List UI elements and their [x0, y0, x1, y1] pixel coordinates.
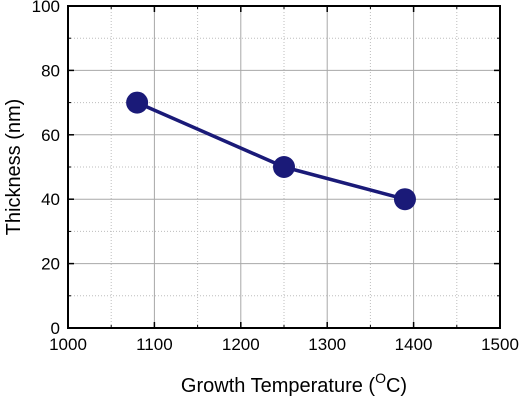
y-tick-label: 20 — [41, 255, 60, 274]
x-axis-title-main: Growth Temperature ( — [181, 375, 375, 397]
series-line — [136, 100, 406, 201]
series-layer — [126, 91, 416, 211]
x-axis-title: Growth Temperature (OC) — [181, 370, 407, 397]
data-point — [126, 91, 149, 114]
y-tick-label: 100 — [32, 0, 60, 16]
x-axis-title-tail: C) — [386, 375, 407, 397]
data-point — [393, 188, 416, 211]
x-tick-label: 1100 — [136, 335, 173, 354]
x-tick-label: 1200 — [222, 335, 260, 354]
data-point — [273, 156, 295, 178]
y-axis-title: Thickness (nm) — [3, 99, 25, 236]
x-tick-label: 1300 — [308, 335, 346, 354]
y-tick-label: 0 — [51, 319, 60, 338]
x-tick-label: 1500 — [481, 335, 519, 354]
grid — [68, 6, 500, 328]
y-tick-label: 60 — [41, 126, 60, 145]
ticks: 1000 1100 1200 1300 1400 1500 0 20 40 60 80 100 — [32, 0, 519, 354]
x-axis-title-superscript: O — [375, 370, 386, 386]
x-tick-label: 1400 — [395, 335, 433, 354]
x-tick-label: 1000 — [49, 335, 87, 354]
y-tick-label: 40 — [41, 190, 60, 209]
y-tick-label: 80 — [41, 61, 60, 80]
